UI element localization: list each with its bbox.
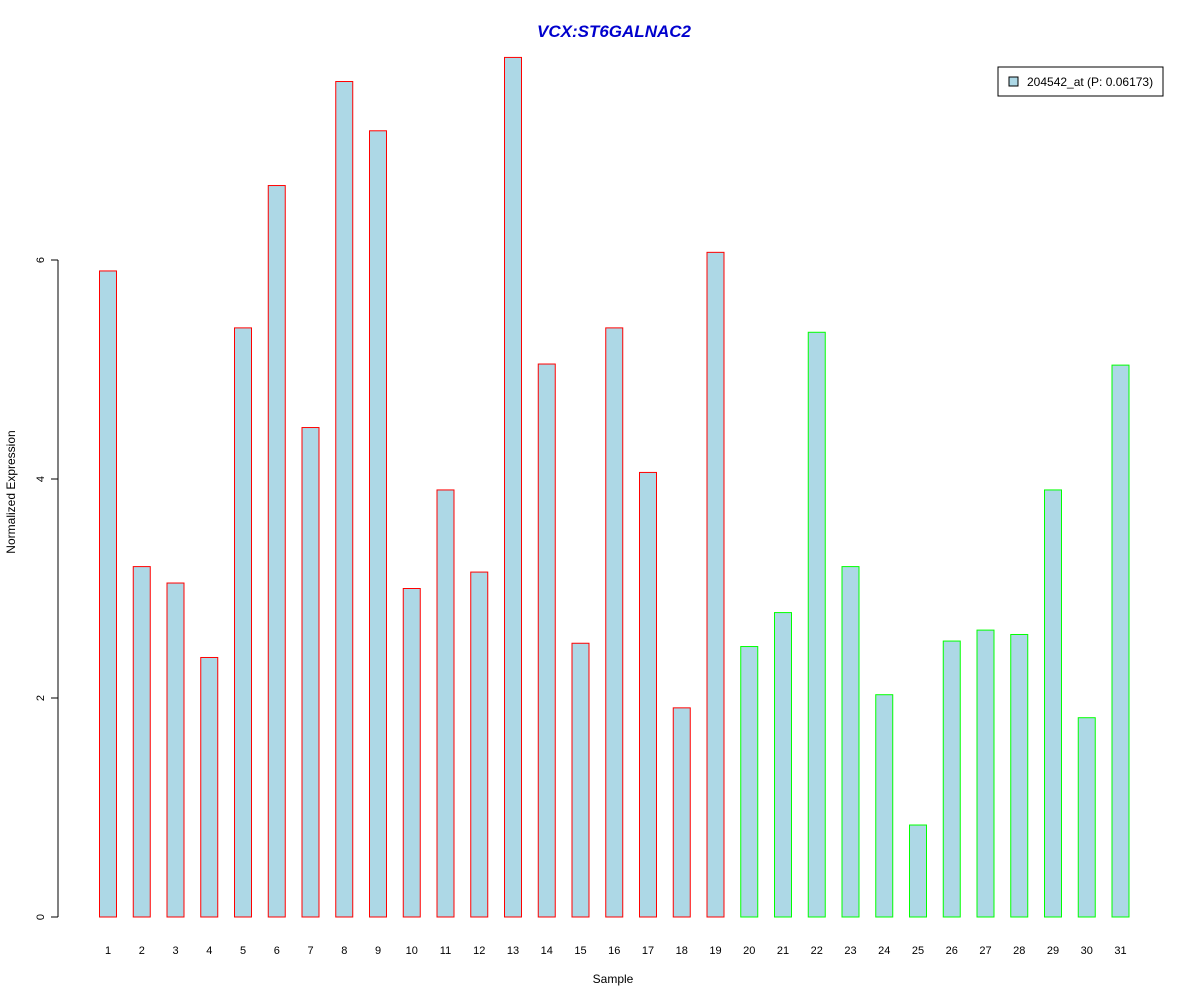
x-tick-label: 29 xyxy=(1047,945,1059,957)
x-tick-label: 26 xyxy=(946,945,958,957)
bar-24 xyxy=(875,694,894,918)
x-tick-label: 23 xyxy=(844,945,856,957)
x-tick-label: 19 xyxy=(709,945,721,957)
bar-26 xyxy=(942,640,961,918)
x-tick-label: 27 xyxy=(979,945,991,957)
bar-28 xyxy=(1010,633,1029,918)
bar-17 xyxy=(639,471,657,918)
x-tick-label: 14 xyxy=(541,945,553,957)
x-tick-label: 15 xyxy=(574,945,586,957)
bar-16 xyxy=(605,327,624,918)
x-tick-label: 7 xyxy=(307,945,313,957)
legend: 204542_at (P: 0.06173) xyxy=(997,66,1164,97)
bar-25 xyxy=(909,824,927,918)
bar-7 xyxy=(301,427,320,918)
y-tick-label: 4 xyxy=(35,476,47,482)
bars xyxy=(99,56,1130,918)
x-tick-label: 21 xyxy=(777,945,789,957)
bar-1 xyxy=(99,270,117,918)
bar-30 xyxy=(1077,717,1096,918)
x-tick-label: 13 xyxy=(507,945,519,957)
x-tick-label: 28 xyxy=(1013,945,1025,957)
bar-23 xyxy=(841,566,860,918)
bar-20 xyxy=(740,646,759,918)
bar-19 xyxy=(706,251,725,918)
bar-6 xyxy=(267,185,286,918)
x-axis-label: Sample xyxy=(593,972,634,986)
bar-3 xyxy=(166,582,185,918)
bar-4 xyxy=(200,656,219,918)
bar-18 xyxy=(672,707,691,918)
x-tick-label: 18 xyxy=(676,945,688,957)
bar-10 xyxy=(402,588,421,918)
bar-2 xyxy=(132,566,151,918)
bar-29 xyxy=(1044,489,1062,918)
bar-9 xyxy=(369,130,387,918)
x-tick-label: 30 xyxy=(1081,945,1093,957)
bar-5 xyxy=(234,327,252,918)
x-tick-label: 2 xyxy=(139,945,145,957)
bar-8 xyxy=(335,81,354,918)
x-tick-label: 12 xyxy=(473,945,485,957)
x-tick-label: 1 xyxy=(105,945,111,957)
y-tick-label: 2 xyxy=(35,695,47,701)
legend-label: 204542_at (P: 0.06173) xyxy=(1027,75,1153,89)
bar-12 xyxy=(470,571,489,918)
bar-22 xyxy=(807,331,826,918)
y-tick-label: 6 xyxy=(35,257,47,263)
x-tick-label: 9 xyxy=(375,945,381,957)
bar-14 xyxy=(537,363,556,918)
x-tick-label: 25 xyxy=(912,945,924,957)
x-tick-label: 20 xyxy=(743,945,755,957)
bar-15 xyxy=(571,642,590,918)
x-tick-labels: 1 2 3 4 5 6 7 8 9 10 11 12 13 14 15 16 17 18 19 20 21 22 23 24 2… xyxy=(105,945,1127,957)
bar-27 xyxy=(976,629,995,918)
x-tick-label: 3 xyxy=(172,945,178,957)
y-axis-label: Normalized Expression xyxy=(4,430,18,553)
x-tick-label: 4 xyxy=(206,945,212,957)
bar-21 xyxy=(774,612,792,918)
y-tick-label: 0 xyxy=(35,914,47,920)
x-tick-label: 16 xyxy=(608,945,620,957)
x-tick-label: 22 xyxy=(811,945,823,957)
y-axis: 0 2 4 6 xyxy=(35,257,59,920)
chart-title: VCX:ST6GALNAC2 xyxy=(537,22,692,41)
x-tick-label: 31 xyxy=(1114,945,1126,957)
legend-swatch xyxy=(1008,76,1019,87)
x-tick-label: 10 xyxy=(406,945,418,957)
x-tick-label: 11 xyxy=(440,945,451,957)
x-tick-label: 6 xyxy=(274,945,280,957)
bar-13 xyxy=(504,56,522,918)
x-tick-label: 17 xyxy=(642,945,654,957)
bar-31 xyxy=(1111,364,1130,918)
x-tick-label: 8 xyxy=(341,945,347,957)
bar-11 xyxy=(436,489,455,918)
x-tick-label: 5 xyxy=(240,945,246,957)
legend-box xyxy=(997,66,1164,97)
x-tick-label: 24 xyxy=(878,945,890,957)
